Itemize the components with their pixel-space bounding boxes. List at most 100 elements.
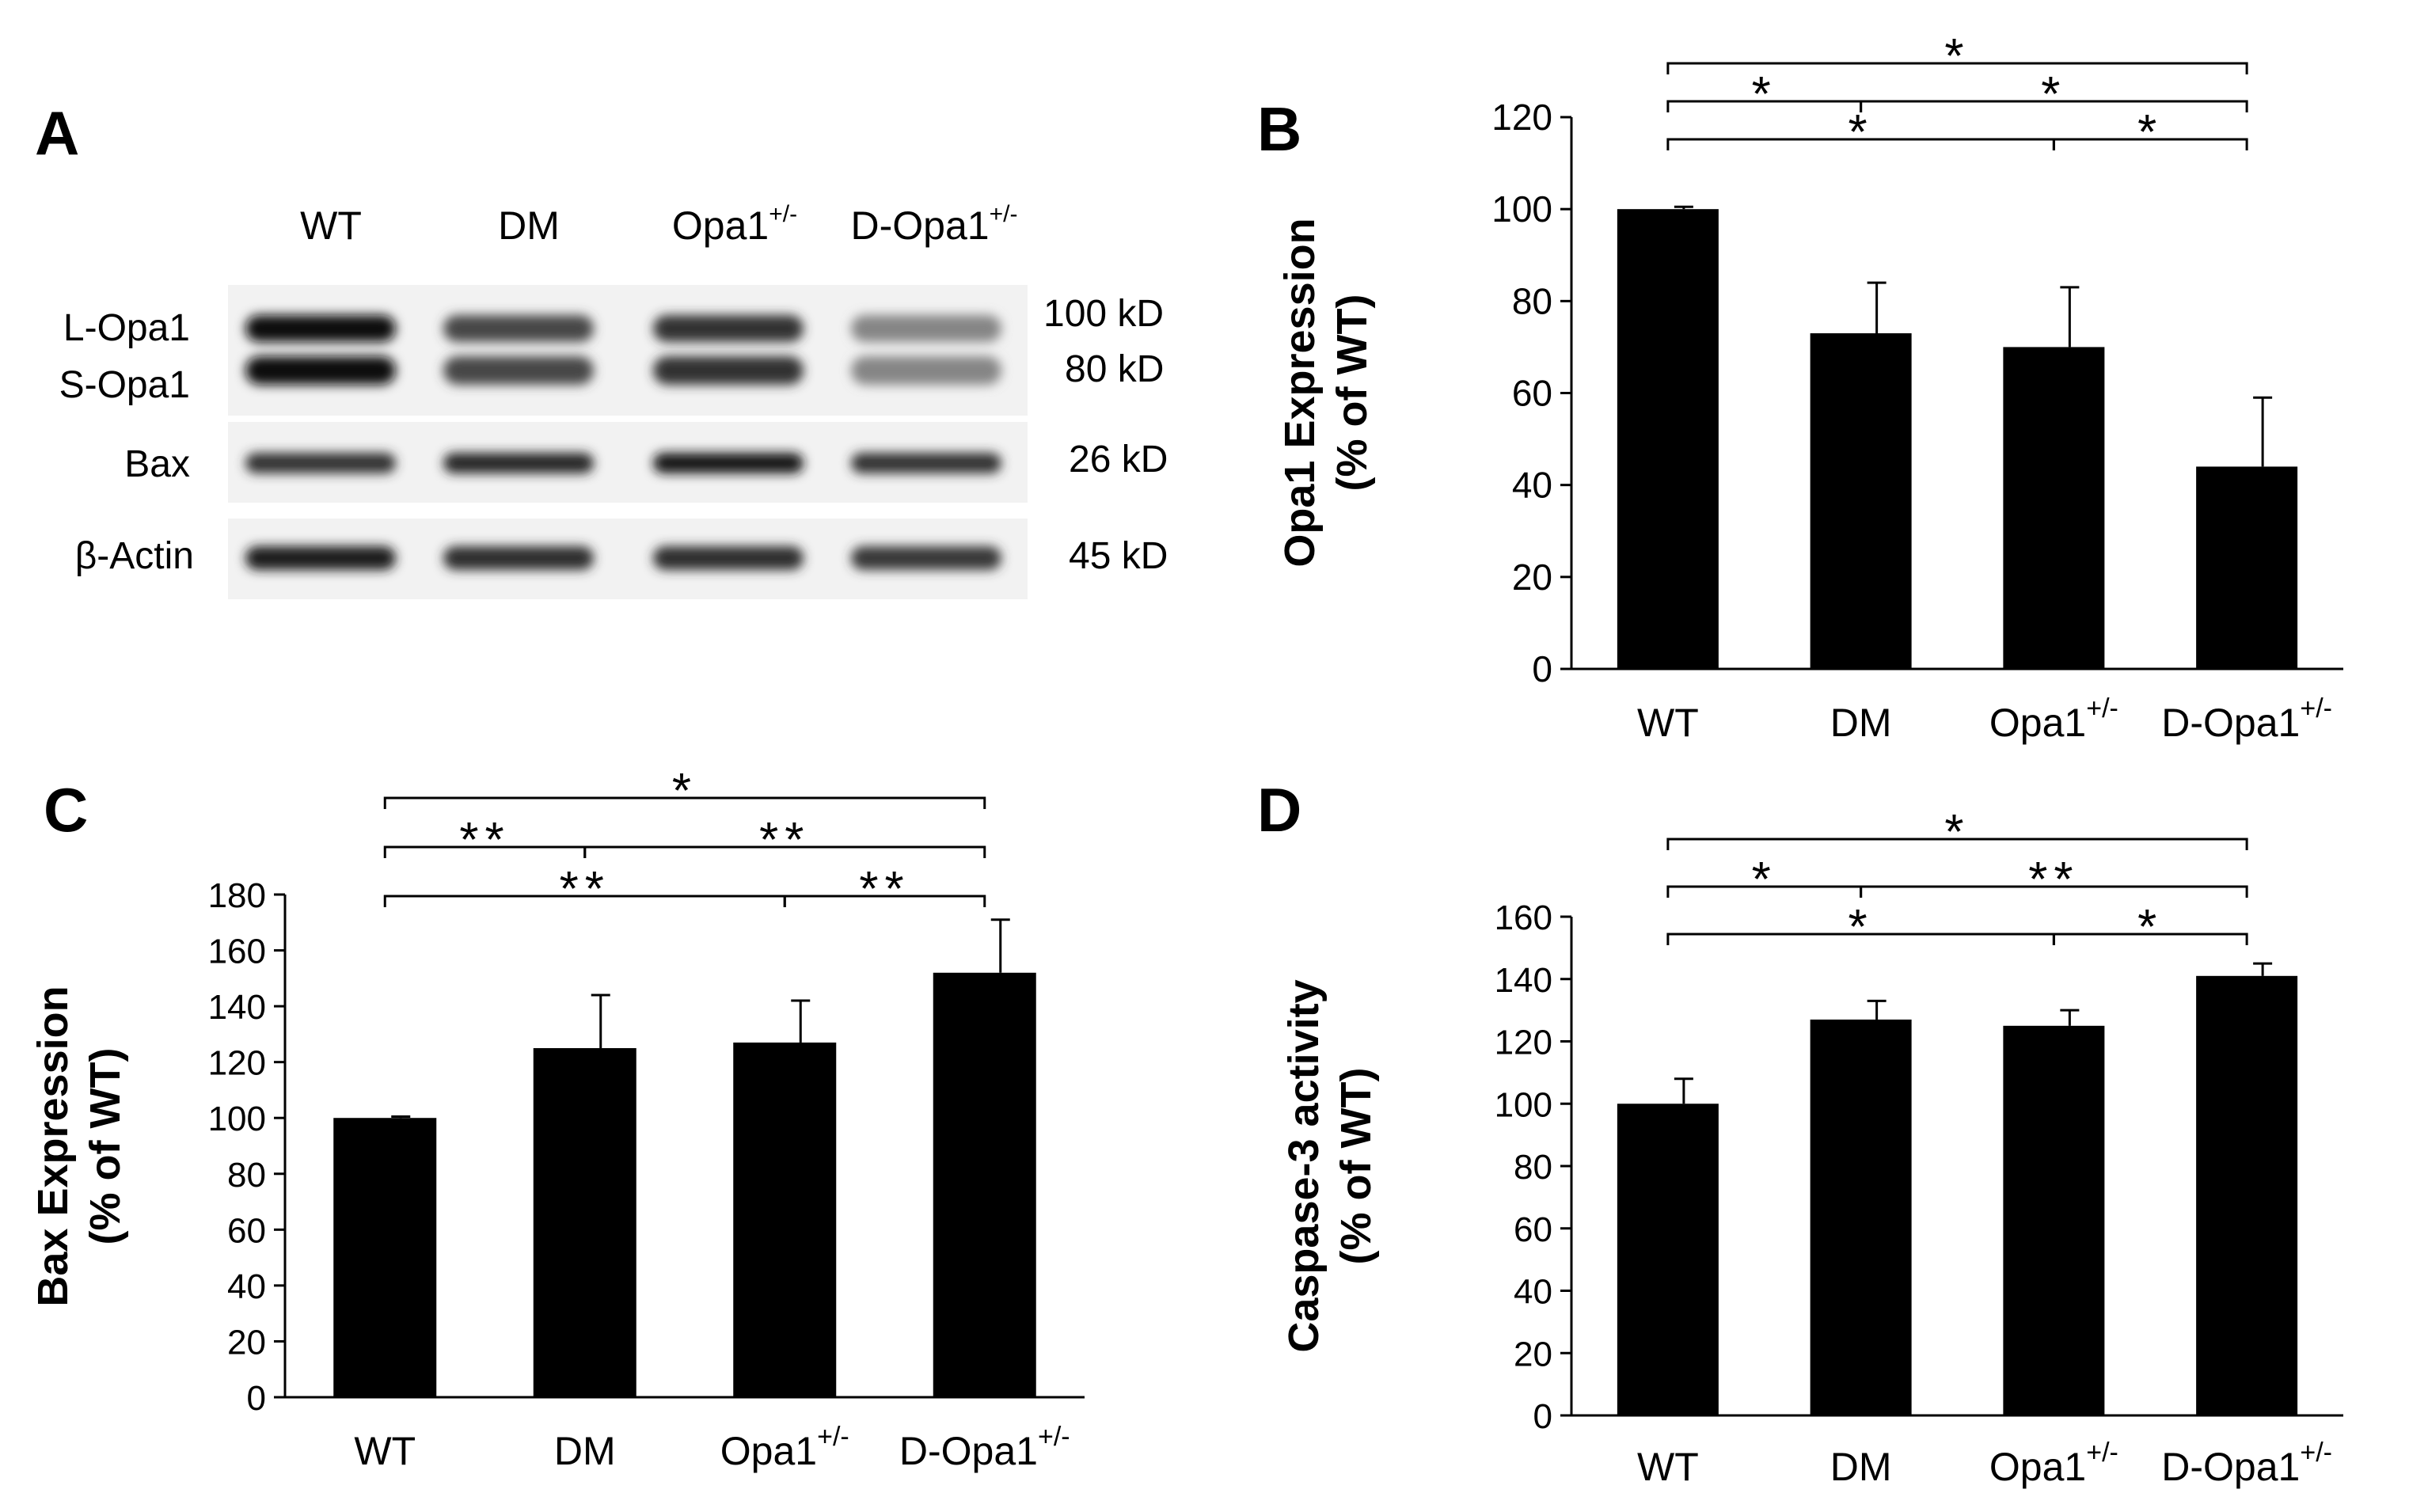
y-tick-label-c-20: 20	[227, 1323, 266, 1362]
blot-background-opa1	[228, 285, 1028, 416]
blot-strip-actin: β-Actin 45 kD	[75, 519, 1168, 599]
bax-band-lane-3	[653, 453, 804, 473]
s-opa1-band-lane-4	[851, 356, 1001, 385]
y-axis-label-d: Caspase-3 activity (% of WT)	[1280, 979, 1380, 1352]
bar-b-1	[1617, 209, 1719, 670]
y-tick-label-b-60: 60	[1512, 373, 1552, 414]
panel-label-c: C	[44, 775, 88, 845]
significance-star-b-1: *	[1944, 29, 1970, 84]
category-label-base-d-3: Opa1	[1989, 1445, 2086, 1489]
actin-band-lane-2	[443, 546, 594, 570]
size-label-45kd: 45 kD	[1069, 535, 1168, 577]
y-tick-label-d-100: 100	[1495, 1085, 1552, 1124]
category-label-sup-d-3: +/-	[2086, 1438, 2118, 1468]
s-opa1-band-lane-3	[653, 356, 804, 385]
size-label-100kd: 100 kD	[1043, 293, 1164, 335]
l-opa1-band-lane-1	[245, 315, 396, 342]
y-tick-label-c-180: 180	[208, 876, 266, 915]
category-label-sup-b-4: +/-	[2300, 693, 2332, 724]
significance-star-d-1: *	[1944, 805, 1970, 860]
y-tick-label-d-120: 120	[1495, 1024, 1552, 1062]
bax-expression-chart: C Bax Expression (% of WT) 0 20 40 60 80 100 120 1…	[29, 764, 1085, 1473]
y-tick-label-b-0: 0	[1532, 648, 1552, 690]
bax-bands	[245, 453, 1001, 473]
y-axis-label-line-c-1: Bax Expression	[29, 986, 77, 1306]
significance-star-d-2: *	[1752, 853, 1777, 907]
bax-band-lane-4	[851, 453, 1001, 473]
l-opa1-band-lane-2	[443, 315, 594, 342]
category-label-c-2: DM	[554, 1429, 616, 1473]
significance-bracket-d-5	[2052, 933, 2248, 945]
category-label-d-4: D-Opa1+/-	[2161, 1438, 2332, 1489]
category-label-b-4: D-Opa1+/-	[2161, 693, 2332, 745]
bar-c-3	[733, 1042, 837, 1397]
significance-bracket-c-3	[583, 845, 986, 858]
significance-star-b-5: *	[2137, 105, 2163, 160]
western-blot-panel: A WT DM Opa1+/- D-Opa1+/- L-Opa1 S-Opa1 …	[35, 98, 1168, 599]
category-label-base-b-3: Opa1	[1989, 701, 2086, 745]
significance-star-d-3: **	[2028, 853, 2079, 907]
significance-bracket-c-1	[383, 796, 986, 809]
significance-bracket-b-3	[1860, 100, 2248, 112]
band-label-s-opa1: S-Opa1	[59, 364, 190, 406]
y-tick-label-c-60: 60	[227, 1211, 266, 1250]
y-tick-label-d-40: 40	[1514, 1273, 1552, 1312]
actin-band-lane-3	[653, 546, 804, 570]
significance-bracket-b-5	[2052, 138, 2248, 150]
blot-strip-opa1: L-Opa1 S-Opa1 100 kD 80 kD	[59, 285, 1164, 416]
category-label-sup-c-4: +/-	[1038, 1422, 1070, 1452]
significance-bracket-d-1	[1666, 838, 2248, 850]
significance-star-b-3: *	[2041, 67, 2066, 122]
significance-star-d-4: *	[1849, 900, 1874, 955]
category-label-base-c-3: Opa1	[720, 1429, 817, 1473]
significance-star-c-5: **	[859, 862, 910, 917]
category-label-base-b-2: DM	[1830, 701, 1892, 745]
band-label-l-opa1: L-Opa1	[63, 307, 190, 349]
significance-star-b-2: *	[1752, 67, 1777, 122]
y-axis-label-line-d-1: Caspase-3 activity	[1280, 979, 1328, 1352]
category-label-sup-b-3: +/-	[2086, 693, 2118, 724]
category-label-base-d-2: DM	[1830, 1445, 1892, 1489]
caspase3-activity-chart: D Caspase-3 activity (% of WT) 0 20 40 60 80 100…	[1257, 775, 2343, 1489]
significance-star-c-4: **	[560, 862, 610, 917]
lane-label-dm: DM	[498, 203, 560, 248]
y-axis-label-line-d-2: (% of WT)	[1332, 1068, 1380, 1265]
y-tick-label-c-100: 100	[208, 1100, 266, 1138]
band-label-bax: Bax	[124, 443, 190, 485]
opa1-expression-chart: B Opa1 Expression (% of WT) 0 20 40 60 80 100 120…	[1257, 29, 2343, 745]
category-label-base-c-1: WT	[354, 1429, 416, 1473]
l-opa1-band-lane-4	[851, 315, 1001, 342]
y-tick-label-b-80: 80	[1512, 280, 1552, 321]
category-label-c-1: WT	[354, 1429, 416, 1473]
category-label-b-3: Opa1+/-	[1989, 693, 2118, 745]
category-label-c-3: Opa1+/-	[720, 1422, 849, 1473]
category-label-base-b-4: D-Opa1	[2161, 701, 2300, 745]
bar-d-3	[2003, 1025, 2105, 1415]
significance-star-c-2: **	[459, 813, 510, 868]
y-tick-label-b-100: 100	[1491, 188, 1552, 230]
category-label-base-b-1: WT	[1637, 701, 1699, 745]
category-label-base-d-4: D-Opa1	[2161, 1445, 2300, 1489]
lane-label-opa1: Opa1+/-	[672, 201, 797, 248]
category-label-d-2: DM	[1830, 1445, 1892, 1489]
category-label-c-4: D-Opa1+/-	[899, 1422, 1070, 1473]
bar-c-2	[533, 1048, 636, 1397]
significance-star-c-1: *	[672, 764, 697, 819]
l-opa1-band-lane-3	[653, 315, 804, 342]
lane-label-wt: WT	[300, 203, 362, 248]
size-label-26kd: 26 kD	[1069, 439, 1168, 481]
category-label-base-c-2: DM	[554, 1429, 616, 1473]
y-tick-label-d-160: 160	[1495, 898, 1552, 937]
y-tick-label-d-20: 20	[1514, 1335, 1552, 1373]
significance-star-b-4: *	[1849, 105, 1874, 160]
y-tick-label-b-40: 40	[1512, 465, 1552, 506]
category-label-base-c-4: D-Opa1	[899, 1429, 1038, 1473]
y-tick-label-b-20: 20	[1512, 557, 1552, 598]
size-label-80kd: 80 kD	[1065, 348, 1164, 390]
panel-label-b: B	[1257, 94, 1301, 164]
bar-d-1	[1617, 1104, 1719, 1415]
y-tick-label-c-80: 80	[227, 1156, 266, 1195]
y-tick-label-c-120: 120	[208, 1044, 266, 1083]
blot-lane-labels: WT DM Opa1+/- D-Opa1+/-	[300, 201, 1017, 248]
